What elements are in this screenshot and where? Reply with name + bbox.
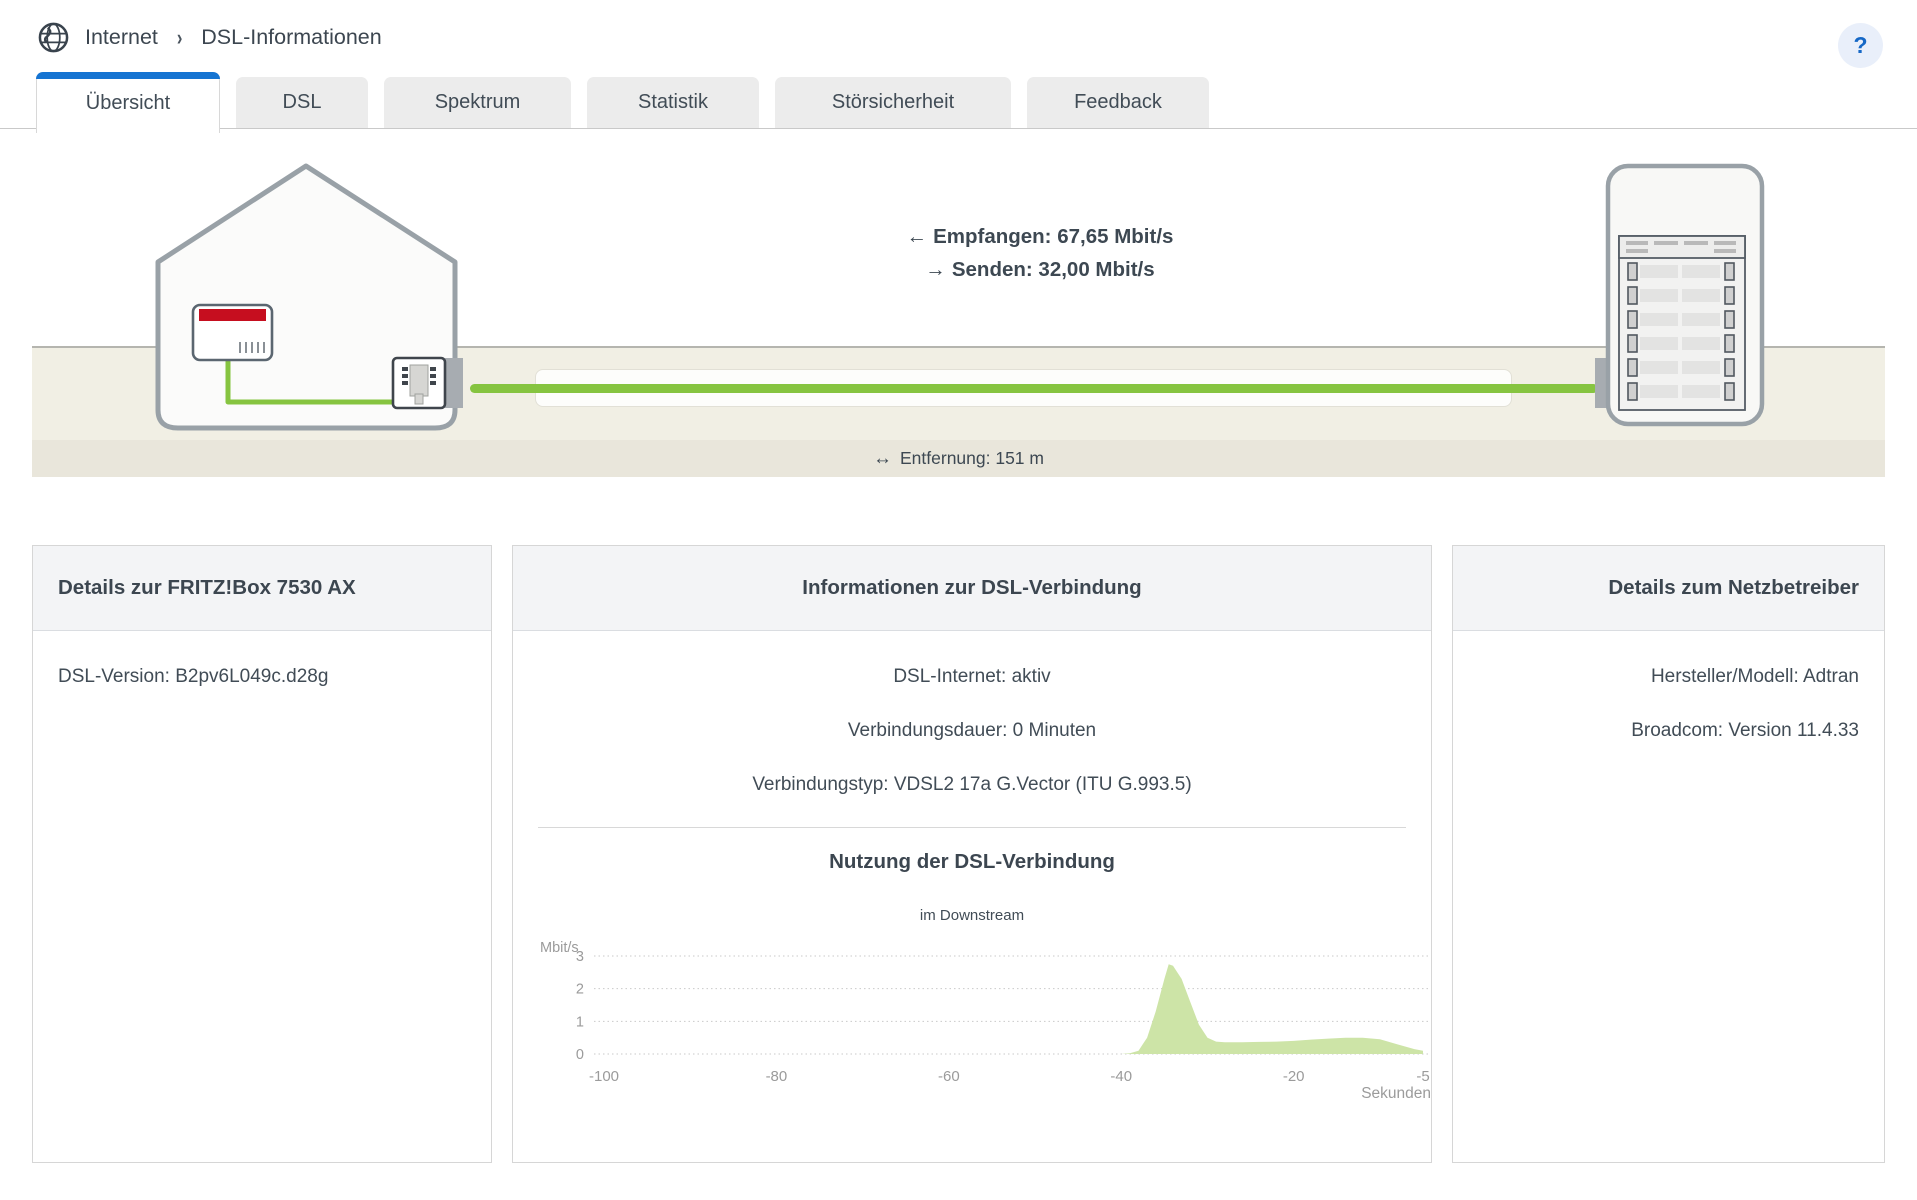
dsl-connection-diagram: ← Empfangen: 67,65 Mbit/s → Senden: 32,00 … <box>0 133 1917 477</box>
breadcrumb: Internet › DSL-Informationen <box>38 22 382 53</box>
arrow-left-icon: ← <box>906 225 928 248</box>
x-tick-label: -5 <box>1416 1068 1429 1085</box>
connection-type: Verbindungstyp: VDSL2 17a G.Vector (ITU … <box>752 774 1192 795</box>
tab-stoersicherheit[interactable]: Störsicherheit <box>775 77 1011 128</box>
card-fritzbox-title: Details zur FRITZ!Box 7530 AX <box>33 546 491 631</box>
house-icon <box>155 163 463 431</box>
tab-uebersicht[interactable]: Übersicht <box>36 72 220 133</box>
usage-chart-title: Nutzung der DSL-Verbindung <box>829 850 1115 873</box>
usage-area-chart: 0 1 2 3 Mbit/s -100 -80 -60 -40 -20 -5 Sekunden <box>538 940 1431 1120</box>
arrow-right-icon: → <box>925 258 946 281</box>
tab-feedback[interactable]: Feedback <box>1027 77 1209 128</box>
y-axis-label: Mbit/s <box>540 940 579 956</box>
downstream-area-series <box>604 964 1423 1054</box>
dsl-version-value: DSL-Version: B2pv6L049c.d28g <box>58 666 329 687</box>
arrow-leftright-icon: ↔ <box>873 447 892 469</box>
dslam-cabinet-icon <box>1595 163 1765 427</box>
x-tick-label: -20 <box>1283 1068 1305 1085</box>
x-tick-label: -80 <box>766 1068 788 1085</box>
y-tick-label: 3 <box>576 949 584 965</box>
speed-labels: ← Empfangen: 67,65 Mbit/s → Senden: 32,00 … <box>870 220 1210 286</box>
card-provider-details: Details zum Netzbetreiber Hersteller/Mod… <box>1452 545 1885 1163</box>
y-tick-label: 2 <box>576 982 584 998</box>
tab-bar: Übersicht DSL Spektrum Statistik Störsic… <box>0 72 1917 133</box>
tae-socket-icon <box>391 356 447 410</box>
distance-strip: ↔ Entfernung: 151 m <box>32 440 1885 477</box>
breadcrumb-page-title: DSL-Informationen <box>201 25 382 49</box>
fritzbox-router-icon <box>191 303 274 362</box>
section-divider <box>538 827 1406 828</box>
x-axis-label: Sekunden <box>1361 1085 1431 1102</box>
tab-spektrum[interactable]: Spektrum <box>384 77 571 128</box>
card-fritzbox-details: Details zur FRITZ!Box 7530 AX DSL-Versio… <box>32 545 492 1163</box>
card-provider-title: Details zum Netzbetreiber <box>1453 546 1884 631</box>
chevron-right-icon: › <box>176 24 183 50</box>
receive-rate-label: Empfangen: 67,65 Mbit/s <box>933 225 1174 248</box>
distance-label: Entfernung: 151 m <box>900 448 1044 468</box>
dsl-internet-status: DSL-Internet: aktiv <box>893 666 1051 687</box>
tab-dsl[interactable]: DSL <box>236 77 368 128</box>
card-dsl-connection-info: Informationen zur DSL-Verbindung DSL-Int… <box>512 545 1432 1163</box>
y-tick-label: 0 <box>576 1047 584 1063</box>
house-outline <box>155 163 458 431</box>
tab-statistik[interactable]: Statistik <box>587 77 759 128</box>
send-rate-label: Senden: 32,00 Mbit/s <box>951 258 1155 281</box>
dsl-line-active-icon <box>470 384 1598 393</box>
help-button[interactable]: ? <box>1838 23 1883 68</box>
usage-chart-subtitle: im Downstream <box>919 907 1025 924</box>
header: Internet › DSL-Informationen ? <box>0 0 1917 72</box>
x-tick-label: -60 <box>938 1068 960 1085</box>
internet-globe-icon <box>38 22 69 53</box>
tabbar-divider <box>0 128 1917 129</box>
y-tick-label: 1 <box>576 1014 584 1030</box>
provider-version: Broadcom: Version 11.4.33 <box>1631 720 1859 741</box>
breadcrumb-internet[interactable]: Internet <box>85 25 158 49</box>
x-tick-label: -100 <box>589 1068 619 1085</box>
provider-model: Hersteller/Modell: Adtran <box>1650 666 1859 687</box>
connection-duration: Verbindungsdauer: 0 Minuten <box>847 720 1097 741</box>
wall-feedthrough <box>445 358 463 408</box>
card-connection-title: Informationen zur DSL-Verbindung <box>513 546 1431 631</box>
x-tick-label: -40 <box>1110 1068 1132 1085</box>
detail-cards: Details zur FRITZ!Box 7530 AX DSL-Versio… <box>32 545 1885 1163</box>
